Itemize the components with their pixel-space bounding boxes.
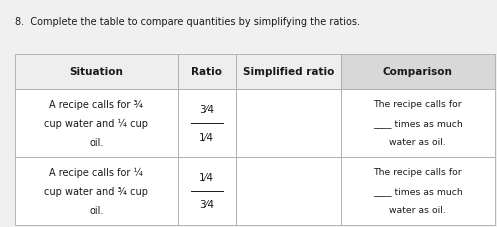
Text: A recipe calls for ¼: A recipe calls for ¼ — [49, 167, 144, 177]
Bar — [15, 157, 178, 225]
Text: Comparison: Comparison — [383, 67, 453, 77]
Text: 1⁄4: 1⁄4 — [199, 173, 214, 183]
Bar — [236, 54, 341, 90]
Text: Simplified ratio: Simplified ratio — [243, 67, 334, 77]
Text: Ratio: Ratio — [191, 67, 222, 77]
Bar — [341, 157, 495, 225]
Bar — [341, 90, 495, 157]
Bar — [178, 157, 236, 225]
Bar — [178, 54, 236, 90]
Bar — [15, 90, 178, 157]
Bar — [236, 157, 341, 225]
Text: The recipe calls for: The recipe calls for — [373, 168, 462, 177]
Text: 3⁄4: 3⁄4 — [199, 105, 214, 115]
Text: water as oil.: water as oil. — [390, 138, 446, 147]
Text: 1⁄4: 1⁄4 — [199, 132, 214, 142]
Bar — [15, 54, 178, 90]
Text: ____ times as much: ____ times as much — [373, 187, 463, 195]
Text: cup water and ¾ cup: cup water and ¾ cup — [44, 186, 149, 196]
Text: The recipe calls for: The recipe calls for — [373, 100, 462, 109]
Bar — [236, 90, 341, 157]
Text: Situation: Situation — [70, 67, 123, 77]
Text: ____ times as much: ____ times as much — [373, 119, 463, 128]
Text: 8.  Complete the table to compare quantities by simplifying the ratios.: 8. Complete the table to compare quantit… — [15, 17, 360, 27]
Bar — [341, 54, 495, 90]
Text: cup water and ¼ cup: cup water and ¼ cup — [44, 118, 149, 128]
Text: 3⁄4: 3⁄4 — [199, 200, 214, 210]
Text: oil.: oil. — [89, 205, 104, 215]
Text: A recipe calls for ¾: A recipe calls for ¾ — [49, 100, 144, 109]
Text: oil.: oil. — [89, 137, 104, 147]
Text: water as oil.: water as oil. — [390, 205, 446, 214]
Bar — [178, 90, 236, 157]
